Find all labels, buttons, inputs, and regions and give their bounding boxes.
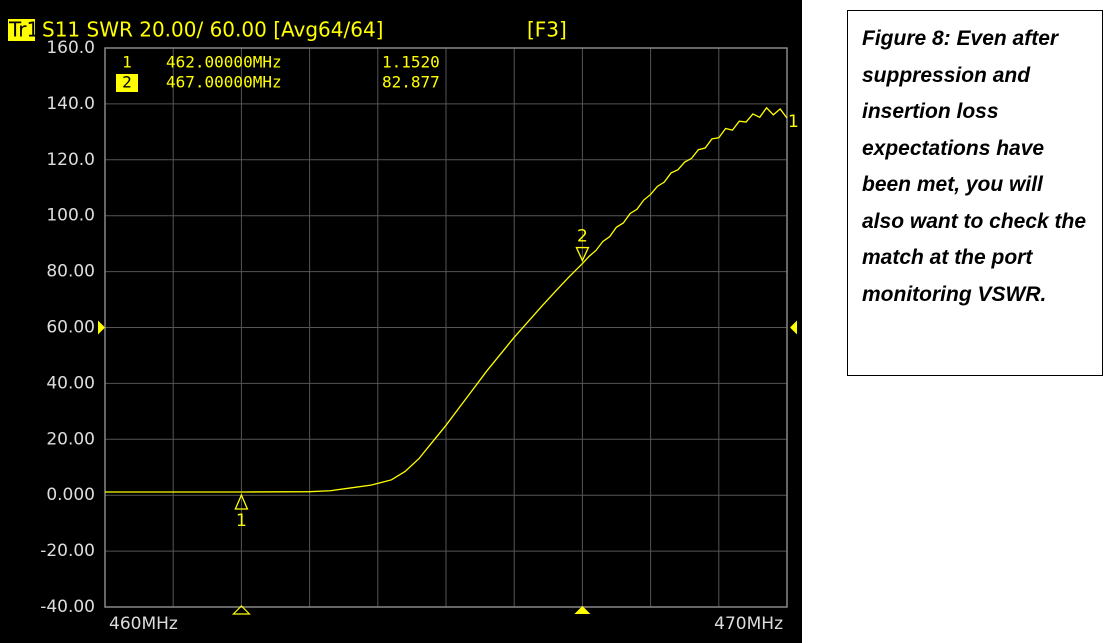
marker-row-label: 1: [122, 53, 132, 72]
marker-row-label: 2: [122, 73, 132, 92]
x-tick-label: 460MHz: [109, 614, 178, 634]
y-tick-label: 20.00: [46, 429, 95, 449]
marker-value: 1.1520: [382, 53, 440, 72]
y-tick-label: 80.00: [46, 262, 95, 282]
trace-tag: Tr1: [8, 18, 39, 42]
ref-arrow-right: [790, 320, 797, 335]
y-tick-label: -20.00: [40, 541, 95, 561]
x-tick-label: 470MHz: [714, 614, 783, 634]
marker-value: 82.877: [382, 73, 440, 92]
trace: [105, 106, 788, 493]
marker: [234, 493, 249, 510]
y-tick-label: 40.00: [46, 373, 95, 393]
y-tick-label: 120.0: [46, 150, 95, 170]
caption: Figure 8: Even after suppression and ins…: [847, 10, 1103, 376]
marker: [575, 246, 590, 263]
y-tick-label: 100.0: [46, 206, 95, 226]
marker-freq: 462.00000MHz: [166, 53, 282, 72]
trace-label: 1: [788, 112, 799, 132]
marker-axis-arrow: [574, 606, 591, 614]
y-tick-label: 140.0: [46, 94, 95, 114]
marker-freq: 467.00000MHz: [166, 73, 282, 92]
chart-title: S11 SWR 20.00/ 60.00 [Avg64/64]: [42, 18, 383, 42]
marker-label: 2: [577, 227, 588, 247]
y-tick-label: 160.0: [46, 38, 95, 58]
y-tick-label: 0.000: [46, 485, 95, 505]
trace-tag-box: [8, 19, 35, 41]
ref-arrow-left: [98, 320, 105, 335]
function-key: [F3]: [527, 18, 567, 42]
chart: Tr1 S11 SWR 20.00/ 60.00 [Avg64/64] [F3] -4…: [0, 0, 802, 643]
y-tick-label: 60.00: [46, 318, 95, 338]
screen: [0, 0, 802, 643]
marker-label: 1: [236, 511, 247, 531]
marker-axis-arrow: [231, 605, 251, 615]
marker-row-highlight: [116, 74, 138, 92]
y-tick-label: -40.00: [40, 597, 95, 617]
